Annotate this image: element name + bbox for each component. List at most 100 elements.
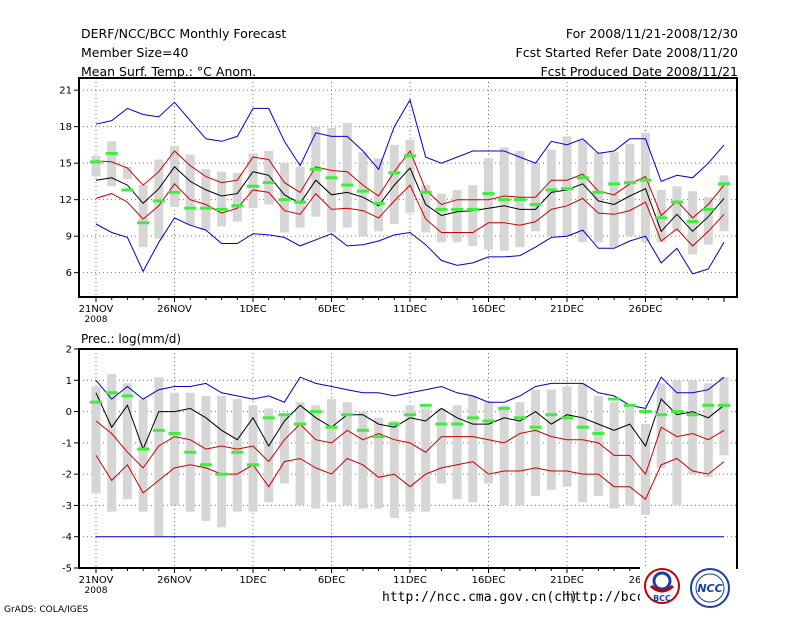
temp-spread-box <box>122 166 132 179</box>
temp-obs-mark <box>168 190 181 194</box>
prec-series-upper <box>95 392 725 451</box>
temp-obs-mark <box>388 171 401 175</box>
temp-obs-mark <box>215 207 228 211</box>
temp-ytick-label: 21 <box>59 86 72 97</box>
prec-spread-box <box>232 399 242 512</box>
temp-spread-box <box>625 143 635 237</box>
temp-spread-box <box>452 189 462 243</box>
prec-obs-mark <box>529 425 542 429</box>
temp-spread-box <box>279 163 289 233</box>
temp-xtick-label: 26DEC <box>629 304 663 315</box>
prec-obs-mark <box>388 422 401 426</box>
temp-spread-box <box>672 186 682 232</box>
temp-spread-box <box>484 158 493 250</box>
prec-obs-mark <box>482 419 495 423</box>
temp-spread-box <box>232 172 242 222</box>
prec-obs-mark <box>121 394 134 398</box>
ncc-url[interactable]: http://ncc.cma.gov.cn(ch) <box>382 590 578 605</box>
prec-spread-box <box>122 383 132 500</box>
prec-xtick-label: 21DEC <box>550 575 584 586</box>
prec-obs-mark <box>184 450 197 454</box>
prec-spread-box <box>295 402 305 506</box>
temp-series-upper <box>95 149 725 219</box>
prec-spread-box <box>719 377 729 456</box>
temp-obs-mark <box>419 190 432 194</box>
temp-spread-box <box>91 155 101 177</box>
temp-obs-mark <box>184 206 197 210</box>
temp-xtick-label: 16DEC <box>472 304 506 315</box>
prec-spread-box <box>405 405 415 512</box>
member-size: Member Size=40 <box>81 45 189 60</box>
temp-obs-mark <box>137 221 150 225</box>
prec-obs-mark <box>231 450 244 454</box>
prec-obs-mark <box>718 403 730 407</box>
prec-spread-box <box>515 402 525 506</box>
prec-xlabel-year: 2008 <box>85 586 108 596</box>
prec-spread-box <box>452 405 462 500</box>
temp-spread-box <box>703 197 713 245</box>
prec-obs-mark <box>325 425 338 429</box>
temp-series-mean <box>95 166 725 233</box>
temp-spread-box <box>217 171 227 227</box>
temp-obs-mark <box>529 203 542 207</box>
prec-spread-box <box>484 402 493 484</box>
temp-ytick-label: 6 <box>66 268 72 279</box>
temp-spread-box <box>201 169 211 231</box>
prec-obs-mark <box>498 406 511 410</box>
temp-obs-mark <box>561 187 573 191</box>
temp-obs-mark <box>121 188 134 192</box>
temp-spread-box <box>562 136 572 237</box>
prec-spread-box <box>342 402 352 506</box>
prec-obs-mark <box>309 410 322 414</box>
prec-spread-box <box>578 383 588 503</box>
prec-spread-box <box>311 405 321 509</box>
prec-xtick-label: 1DEC <box>239 575 266 586</box>
prec-ytick-label: 0 <box>66 407 72 418</box>
temp-obs-mark <box>670 200 683 204</box>
bcc-logo-text: BCC <box>653 594 671 603</box>
temp-obs-mark <box>576 176 589 180</box>
ncc-logo-icon: NCC <box>690 568 730 608</box>
forecast-period: For 2008/11/21-2008/12/30 <box>565 26 738 41</box>
prec-spread-box <box>688 380 698 475</box>
prec-series-mean <box>95 420 725 476</box>
temp-obs-mark <box>623 181 636 185</box>
prec-plot-frame <box>78 348 738 569</box>
temp-spread-box <box>327 127 336 233</box>
temp-xtick-label: 11DEC <box>393 304 427 315</box>
prec-obs-mark <box>608 397 621 401</box>
temp-xtick-label: 26NOV <box>157 304 192 315</box>
temp-spread-box <box>436 193 446 243</box>
prec-spread-box <box>91 386 101 493</box>
chart-title: DERF/NCC/BCC Monthly Forecast <box>81 26 287 41</box>
prec-xtick-label: 6DEC <box>318 575 345 586</box>
bcc-logo-icon: BCC <box>644 568 680 604</box>
temp-obs-mark <box>262 181 275 185</box>
prec-ytick-label: 1 <box>66 376 72 387</box>
temp-spread-box <box>107 141 117 187</box>
temp-spread-box <box>421 185 431 233</box>
temp-spread-box <box>578 140 588 243</box>
temp-obs-mark <box>545 188 558 192</box>
temp-spread-box <box>264 151 274 205</box>
prec-obs-mark <box>90 400 102 404</box>
temp-obs-mark <box>372 201 385 205</box>
temp-spread-box <box>185 154 195 226</box>
bcc-url[interactable]: http://bcc. <box>566 590 653 605</box>
temp-spread-box <box>374 158 384 232</box>
temp-obs-mark <box>608 182 621 186</box>
prec-obs-mark <box>513 416 526 420</box>
prec-spread-box <box>656 383 666 468</box>
temp-spread-box <box>248 153 258 209</box>
prec-obs-mark <box>623 403 636 407</box>
prec-spread-box <box>672 380 682 506</box>
prec-spread-box <box>389 420 399 518</box>
prec-spread-box <box>374 417 384 509</box>
prec-panel-title: Prec.: log(mm/d) <box>81 332 181 346</box>
temp-spread-box <box>358 152 368 237</box>
prec-spread-box <box>107 374 117 512</box>
prec-ytick-label: -1 <box>62 438 72 449</box>
temp-spread-box <box>641 132 650 243</box>
prec-spread-box <box>264 408 274 503</box>
variable-label: Mean Surf. Temp.: °C Anom. <box>81 64 257 79</box>
